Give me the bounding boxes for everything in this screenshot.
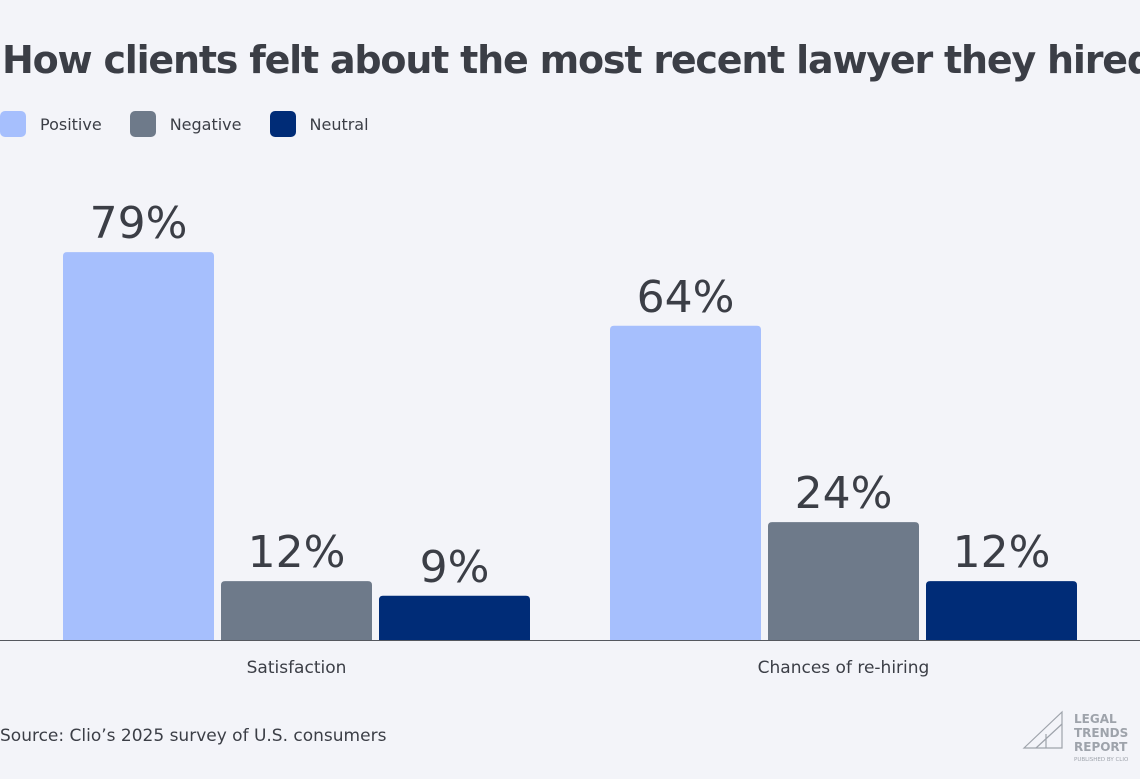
data-label: 79%: [90, 198, 188, 249]
logo-line2: TRENDS: [1074, 726, 1128, 740]
logo-line1: LEGAL: [1074, 712, 1117, 726]
bar-neutral: [379, 595, 530, 640]
legal-trends-report-logo: LEGAL TRENDS REPORT PUBLISHED BY CLIO: [1022, 710, 1129, 763]
legend-swatch: [0, 111, 26, 137]
x-tick-label: Satisfaction: [247, 658, 347, 678]
data-label: 12%: [953, 527, 1051, 578]
data-label: 64%: [637, 272, 735, 323]
legend-label: Positive: [40, 114, 102, 134]
bar-negative: [221, 581, 372, 640]
data-label: 12%: [248, 527, 346, 578]
bar-positive: [610, 325, 761, 640]
legend-swatch: [129, 111, 156, 137]
legend: Positive Negative Neutral: [0, 111, 397, 137]
bar-neutral: [926, 581, 1077, 640]
logo-line4: PUBLISHED BY CLIO: [1074, 757, 1129, 763]
legend-label: Negative: [169, 114, 242, 134]
legend-item-neutral: Neutral: [269, 111, 369, 137]
data-label: 24%: [795, 468, 893, 519]
x-tick-label: Chances of re-hiring: [758, 658, 930, 678]
legend-swatch: [269, 111, 296, 137]
bar-positive: [63, 252, 214, 641]
data-label: 9%: [420, 542, 490, 593]
chart-title: How clients felt about the most recent l…: [2, 38, 1140, 82]
legend-item-negative: Negative: [129, 111, 242, 137]
logo-line3: REPORT: [1074, 740, 1128, 754]
bar-negative: [768, 522, 919, 640]
legend-label: Neutral: [309, 114, 369, 134]
legend-item-positive: Positive: [0, 111, 102, 137]
source-note: Source: Clio’s 2025 survey of U.S. consu…: [0, 726, 387, 746]
